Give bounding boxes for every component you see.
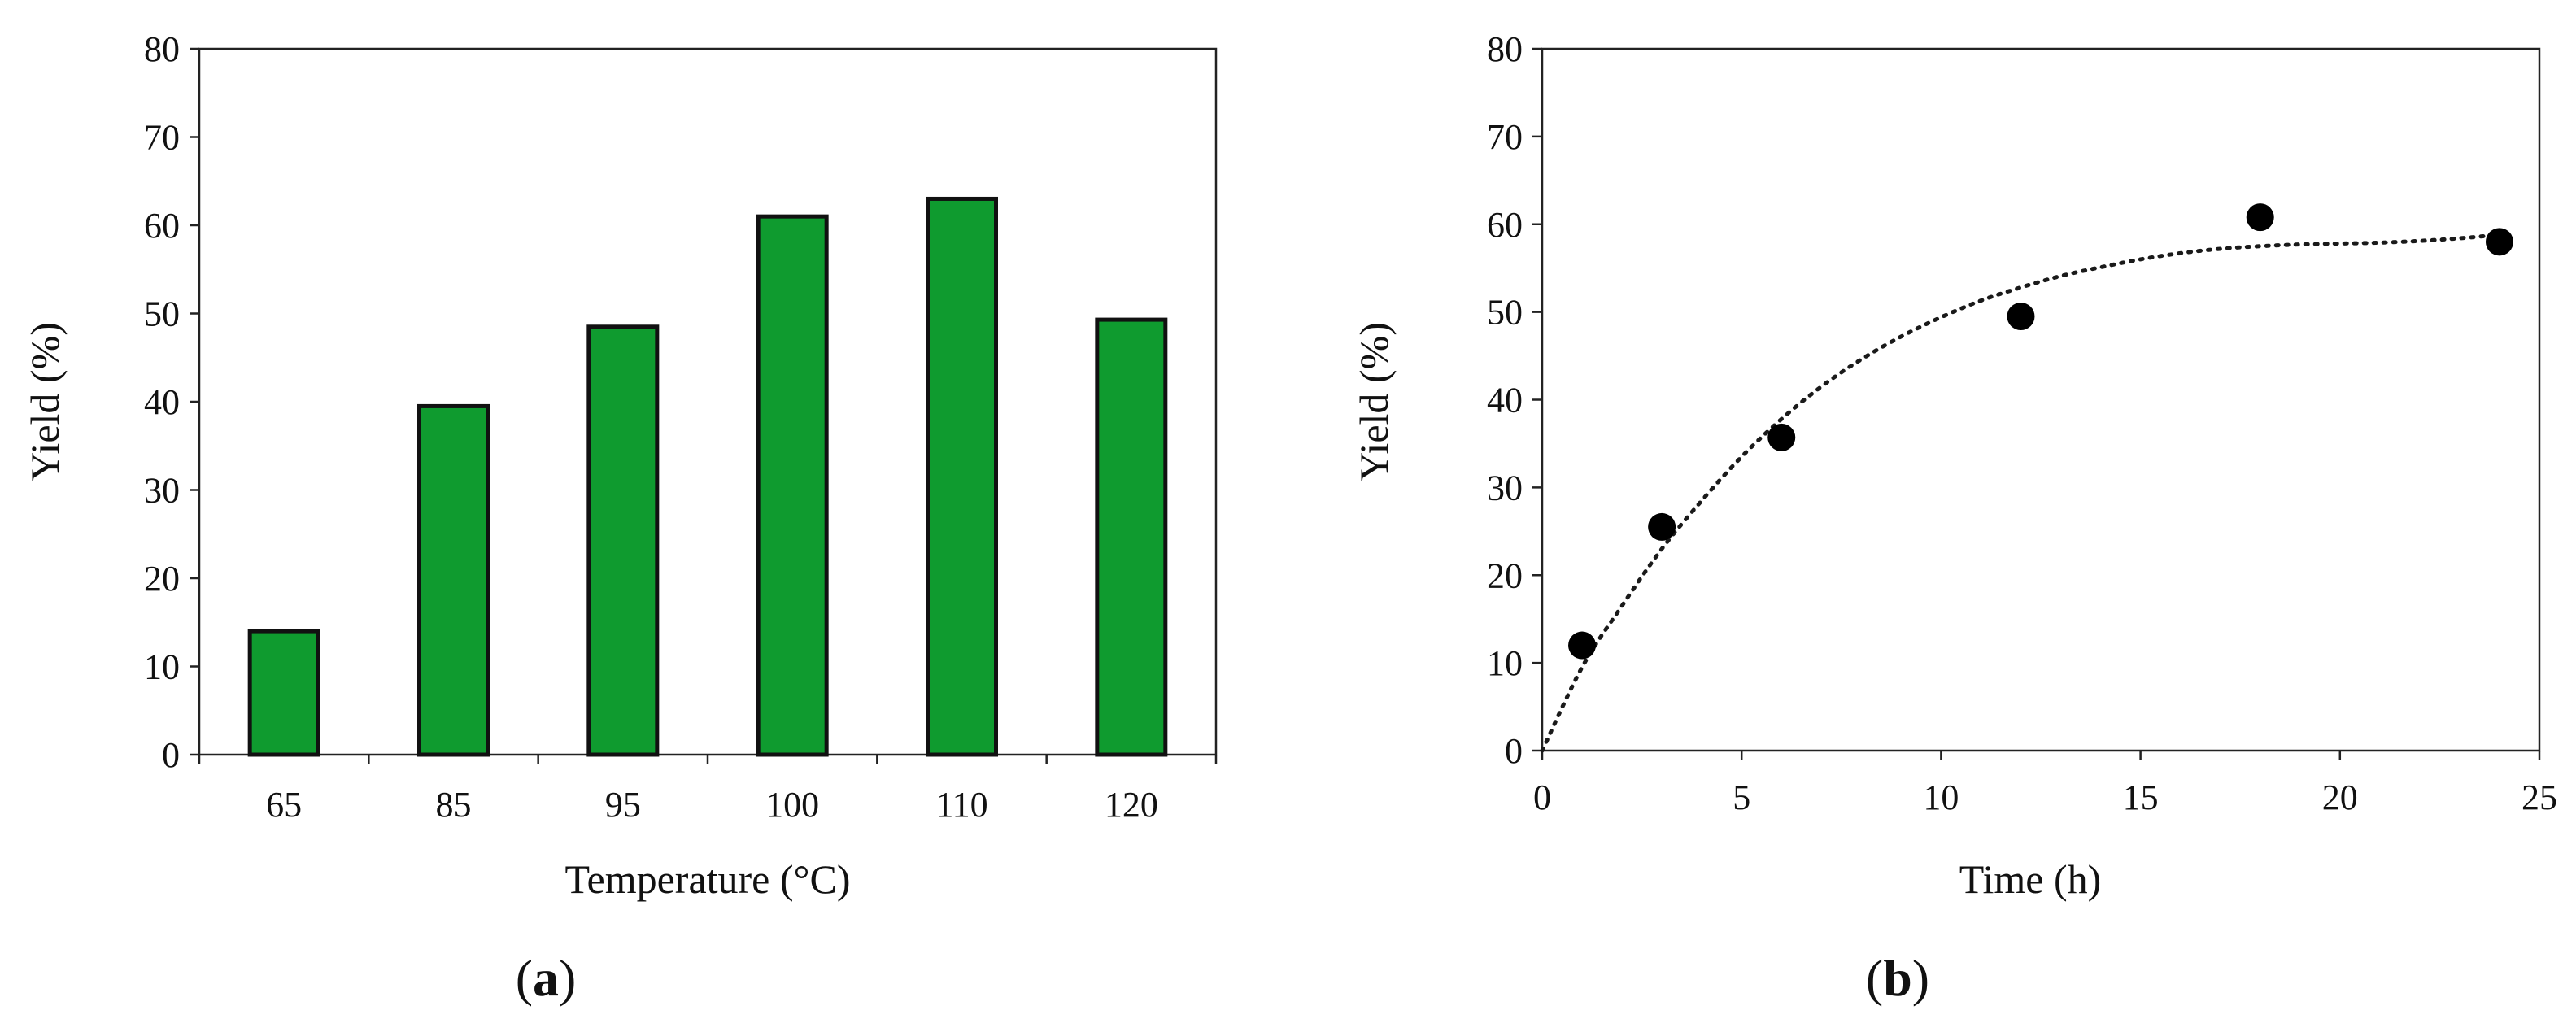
chart-b-y-tick-label: 70 xyxy=(1487,117,1523,157)
chart-b-x-tick-label: 10 xyxy=(1923,777,1959,817)
chart-a-x-tick-label: 110 xyxy=(935,785,987,825)
chart-a-y-tick-label: 10 xyxy=(144,647,180,687)
chart-b-plot-frame xyxy=(1541,47,2541,752)
chart-a-y-tick-label: 80 xyxy=(144,29,180,69)
chart-b-x-tick-label: 20 xyxy=(2322,777,2358,817)
chart-b-y-tick-label: 50 xyxy=(1487,293,1523,333)
chart-a-bar xyxy=(586,324,660,757)
chart-b-y-tick-label: 30 xyxy=(1487,468,1523,507)
chart-b-data-point xyxy=(1767,423,1796,451)
chart-a-y-tick-label: 40 xyxy=(144,382,180,422)
chart-a-bar xyxy=(247,629,320,757)
chart-b-y-tick-label: 0 xyxy=(1505,731,1523,771)
chart-a-y-tick-label: 60 xyxy=(144,206,180,246)
chart-b-y-ticks: 0 10 20 30 40 50 60 70 80 xyxy=(1487,29,1542,771)
chart-b-x-axis-title: Time (h) xyxy=(1959,856,2102,902)
chart-a: 0 10 20 30 40 50 60 70 80 65 85 95 100 110 120 Yield … xyxy=(22,29,1218,1007)
chart-b-y-axis-title: Yield (%) xyxy=(1351,322,1397,481)
chart-a-y-tick-label: 30 xyxy=(144,471,180,511)
chart-a-y-axis-title: Yield (%) xyxy=(22,322,68,481)
chart-a-x-ticks: 65 85 95 100 110 120 xyxy=(198,755,1218,825)
chart-a-bar xyxy=(756,214,829,757)
chart-a-bar xyxy=(1095,317,1168,757)
chart-a-x-axis-title: Temperature (°C) xyxy=(564,856,850,902)
chart-b-x-tick-label: 0 xyxy=(1533,777,1551,817)
chart-a-x-tick-label: 95 xyxy=(605,785,641,825)
chart-a-y-tick-label: 70 xyxy=(144,118,180,158)
chart-a-y-ticks: 0 10 20 30 40 50 60 70 80 xyxy=(144,29,199,775)
chart-b-y-tick-label: 40 xyxy=(1487,381,1523,420)
chart-a-x-tick-label: 65 xyxy=(266,785,302,825)
chart-a-y-tick-label: 20 xyxy=(144,559,180,599)
chart-b-data-point xyxy=(2246,203,2274,232)
chart-a-x-tick-label: 120 xyxy=(1105,785,1158,825)
chart-b-x-tick-label: 5 xyxy=(1733,777,1750,817)
chart-a-panel-label: (a) xyxy=(516,949,577,1007)
chart-b-data-point xyxy=(1648,512,1676,541)
chart-b-y-tick-label: 80 xyxy=(1487,29,1523,69)
chart-b-x-tick-label: 25 xyxy=(2522,777,2557,817)
chart-a-plot-frame xyxy=(198,47,1218,756)
chart-b-data-point xyxy=(2485,228,2513,256)
chart-a-bar xyxy=(417,403,490,757)
chart-b-x-tick-label: 15 xyxy=(2123,777,2159,817)
chart-b-trendline xyxy=(1540,233,2502,753)
chart-b-x-ticks: 0 5 10 15 20 25 xyxy=(1533,751,2557,817)
chart-b-panel-label: (b) xyxy=(1866,949,1929,1007)
chart-b-y-tick-label: 10 xyxy=(1487,643,1523,683)
chart-b-data-point xyxy=(2007,303,2035,331)
chart-b-y-tick-label: 20 xyxy=(1487,555,1523,595)
chart-b-data-point xyxy=(1568,631,1597,660)
chart-b-points xyxy=(1568,203,2513,660)
chart-b-y-tick-label: 60 xyxy=(1487,205,1523,245)
chart-a-bars xyxy=(247,196,1168,757)
chart-b: 0 10 20 30 40 50 60 70 80 0 5 10 15 20 25 Yield (%) T… xyxy=(1351,29,2557,1007)
chart-a-x-tick-label: 100 xyxy=(765,785,819,825)
chart-a-x-tick-label: 85 xyxy=(436,785,472,825)
chart-a-y-tick-label: 50 xyxy=(144,294,180,334)
chart-a-bar xyxy=(926,196,998,757)
chart-a-y-tick-label: 0 xyxy=(162,735,180,775)
